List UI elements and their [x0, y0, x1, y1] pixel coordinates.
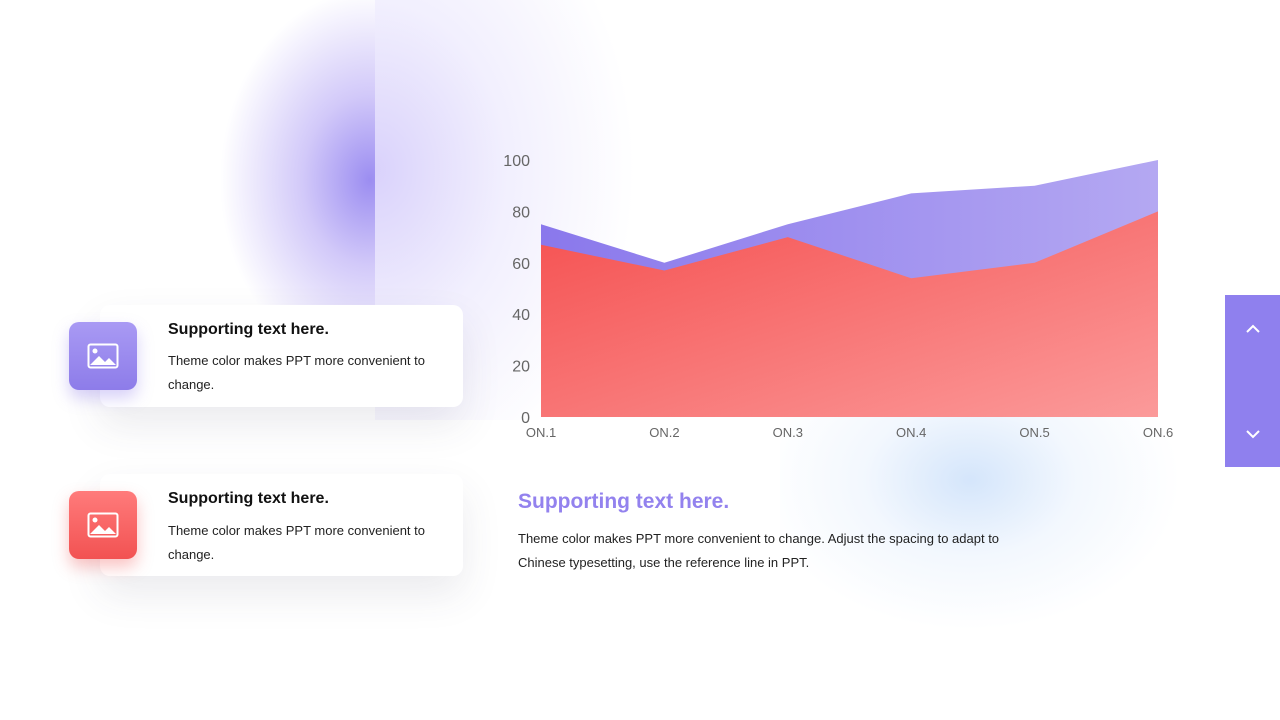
- x-tick-label: ON.4: [896, 425, 926, 440]
- card-description: Theme color makes PPT more convenient to…: [168, 523, 425, 562]
- info-card-2: [100, 474, 463, 576]
- y-tick-label: 20: [512, 359, 530, 376]
- y-tick-label: 0: [521, 410, 530, 427]
- x-tick-label: ON.2: [649, 425, 679, 440]
- image-icon: [69, 322, 137, 390]
- chevron-down-icon: [1245, 429, 1260, 438]
- y-tick-label: 100: [503, 153, 530, 170]
- x-tick-label: ON.5: [1019, 425, 1049, 440]
- previous-button[interactable]: [1225, 295, 1280, 361]
- area-chart: 0 20 40 60 80 100 ON.1 ON.2 ON.3 ON.4 ON.5 ON.6: [503, 153, 1173, 440]
- card-description: Theme color makes PPT more convenient to…: [168, 353, 425, 392]
- section-title: Supporting text here.: [518, 490, 730, 513]
- y-tick-label: 80: [512, 204, 530, 221]
- card-title: Supporting text here.: [168, 321, 329, 338]
- next-button[interactable]: [1225, 401, 1280, 467]
- card-title: Supporting text here.: [168, 490, 329, 507]
- area-series-2: [541, 211, 1158, 417]
- x-tick-label: ON.1: [526, 425, 556, 440]
- x-tick-label: ON.3: [773, 425, 803, 440]
- section-description: Theme color makes PPT more convenient to…: [518, 531, 1000, 570]
- slide-navigation: [1225, 295, 1280, 467]
- chevron-up-icon: [1245, 324, 1260, 333]
- y-tick-label: 40: [512, 307, 530, 324]
- y-tick-label: 60: [512, 256, 530, 273]
- info-card-1: [100, 305, 463, 407]
- x-tick-label: ON.6: [1143, 425, 1173, 440]
- image-icon: [69, 491, 137, 559]
